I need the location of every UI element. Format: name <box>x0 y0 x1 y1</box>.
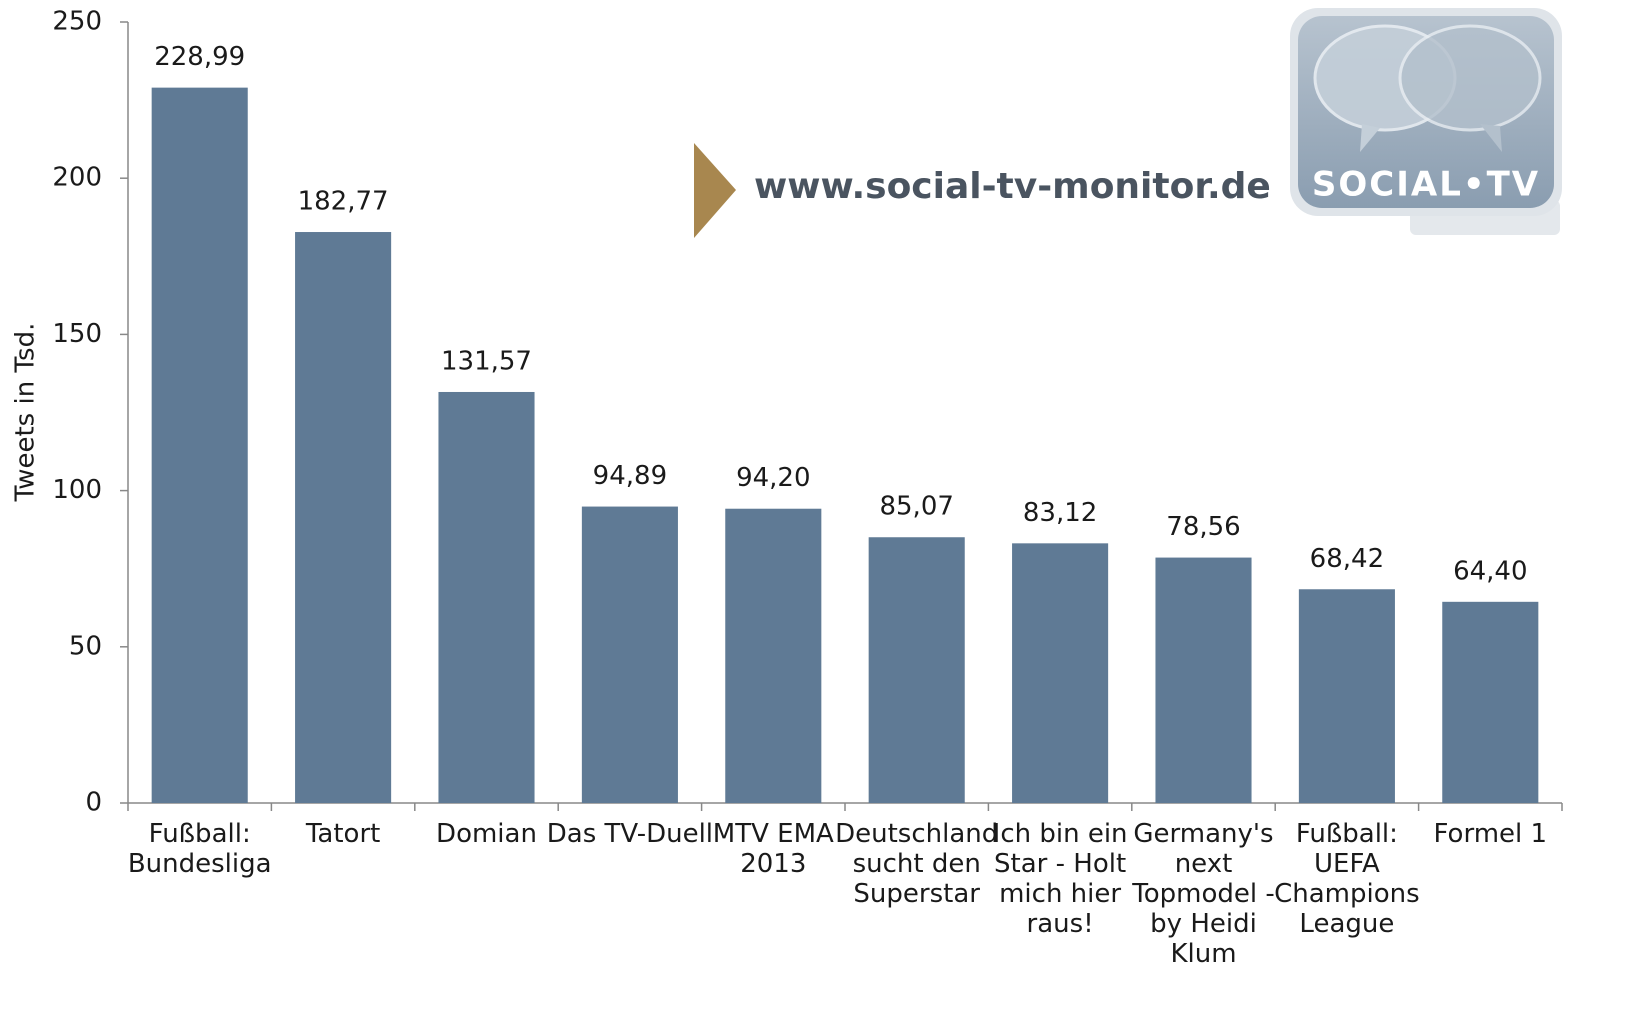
bar <box>1442 601 1539 803</box>
bar <box>438 391 535 803</box>
bar <box>151 87 248 803</box>
bar <box>1155 557 1252 803</box>
x-tick-label: Ich bin ein Star - Holt mich hier raus! <box>993 819 1128 939</box>
x-tick-label: Fußball: UEFA Champions League <box>1274 819 1420 939</box>
y-tick-label: 200 <box>52 163 102 193</box>
x-tick-label: Fußball: Bundesliga <box>128 819 272 879</box>
bar <box>1012 543 1109 803</box>
website-annotation: www.social-tv-monitor.de <box>754 166 1271 207</box>
x-tick-label: MTV EMA 2013 <box>713 819 834 879</box>
bar <box>1298 589 1395 803</box>
bar <box>868 537 965 803</box>
x-tick-label: Deutschland sucht den Superstar <box>835 819 998 909</box>
bar <box>581 506 678 803</box>
data-label: 228,99 <box>154 42 245 72</box>
data-label: 64,40 <box>1453 556 1527 586</box>
bar <box>295 232 392 804</box>
data-label: 83,12 <box>1023 498 1097 528</box>
y-tick-label: 50 <box>69 631 102 661</box>
x-tick-label: Das TV-Duell <box>547 819 713 849</box>
y-tick-label: 150 <box>52 319 102 349</box>
data-label: 94,20 <box>736 463 810 493</box>
bar <box>725 508 822 803</box>
y-tick-label: 100 <box>52 475 102 505</box>
x-tick-label: Germany's next Topmodel -by Heidi Klum <box>1131 819 1274 969</box>
data-label: 131,57 <box>441 346 532 376</box>
x-tick-label: Domian <box>436 819 537 849</box>
data-label: 85,07 <box>879 492 953 522</box>
x-tick-label: Formel 1 <box>1434 819 1548 849</box>
x-tick-label: Tatort <box>305 819 381 849</box>
logo-text: SOCIAL•TV <box>1312 165 1540 205</box>
y-tick-label: 0 <box>85 788 102 818</box>
data-label: 94,89 <box>593 461 667 491</box>
data-label: 182,77 <box>298 187 389 217</box>
y-axis-label: Tweets in Tsd. <box>11 323 41 503</box>
logo: SOCIAL•TV <box>1290 8 1562 235</box>
data-label: 78,56 <box>1166 512 1240 542</box>
y-tick-label: 250 <box>52 7 102 37</box>
data-label: 68,42 <box>1310 544 1384 574</box>
arrow-icon <box>694 143 736 238</box>
